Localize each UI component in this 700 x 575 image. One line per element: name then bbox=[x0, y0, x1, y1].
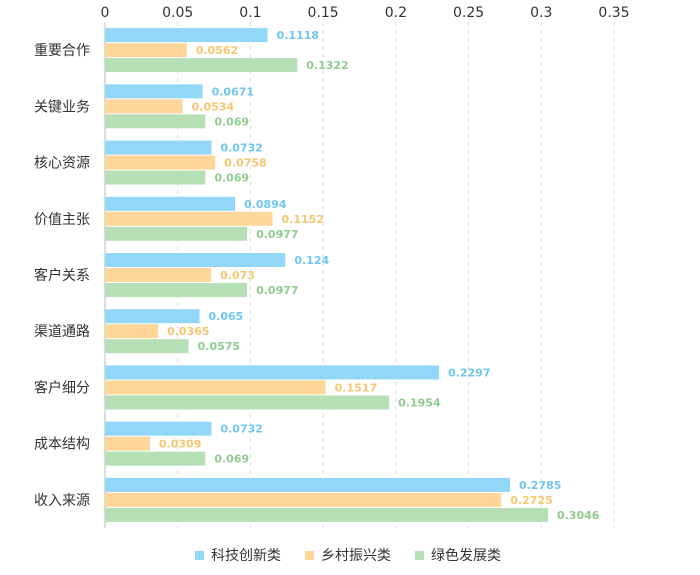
data-label: 0.0575 bbox=[198, 340, 240, 353]
data-label: 0.0732 bbox=[220, 423, 262, 436]
legend-swatch bbox=[305, 551, 314, 560]
data-label: 0.1517 bbox=[335, 381, 377, 394]
legend-item[interactable]: 科技创新类 bbox=[195, 548, 281, 564]
legend-label: 绿色发展类 bbox=[431, 547, 501, 564]
bar bbox=[105, 339, 189, 354]
bar bbox=[105, 309, 200, 324]
category-label: 重要合作 bbox=[34, 43, 90, 59]
legend-label: 乡村振兴类 bbox=[321, 548, 391, 564]
bar bbox=[105, 253, 286, 267]
category-label: 核心资源 bbox=[34, 156, 90, 172]
data-label: 0.0562 bbox=[196, 44, 238, 57]
bar bbox=[105, 211, 273, 226]
legend-item[interactable]: 乡村振兴类 bbox=[305, 548, 391, 564]
x-tick-label: 0.15 bbox=[308, 5, 339, 21]
bar bbox=[105, 196, 236, 211]
bar bbox=[105, 170, 206, 185]
category-label: 关键业务 bbox=[34, 99, 90, 115]
bar bbox=[105, 451, 206, 466]
bar bbox=[105, 436, 150, 451]
category-label: 渠道通路 bbox=[34, 324, 90, 340]
x-tick-label: 0.25 bbox=[453, 5, 484, 21]
data-label: 0.0977 bbox=[256, 228, 298, 241]
data-label: 0.0534 bbox=[192, 100, 235, 113]
data-label: 0.0732 bbox=[220, 142, 262, 155]
data-label: 0.069 bbox=[214, 453, 249, 466]
data-label: 0.0309 bbox=[159, 438, 201, 451]
data-label: 0.1322 bbox=[306, 59, 348, 72]
data-label: 0.065 bbox=[209, 310, 244, 323]
bar bbox=[105, 58, 298, 73]
bar bbox=[105, 283, 248, 297]
data-labels: 0.1118 0.0562 0.1322 0.0671 0.0534 0.069 0.073… bbox=[159, 29, 600, 522]
data-label: 0.1118 bbox=[277, 29, 319, 42]
x-tick-label: 0.2 bbox=[385, 5, 407, 21]
data-label: 0.3046 bbox=[557, 509, 600, 522]
data-label: 0.1954 bbox=[398, 396, 441, 409]
x-tick-label: 0.3 bbox=[530, 5, 552, 21]
data-label: 0.0894 bbox=[244, 198, 287, 211]
legend-item[interactable]: 绿色发展类 bbox=[415, 547, 501, 564]
bar bbox=[105, 421, 212, 436]
data-label: 0.0977 bbox=[256, 284, 298, 297]
bar bbox=[105, 140, 212, 155]
bar bbox=[105, 395, 390, 410]
category-label: 价值主张 bbox=[34, 212, 90, 228]
legend[interactable]: 科技创新类 乡村振兴类 绿色发展类 bbox=[195, 547, 501, 564]
data-label: 0.073 bbox=[220, 269, 255, 282]
bar bbox=[105, 99, 183, 114]
x-axis-ticks: 0 0.05 0.1 0.15 0.2 0.25 0.3 0.35 bbox=[101, 5, 630, 21]
data-label: 0.0365 bbox=[167, 325, 209, 338]
data-label: 0.2785 bbox=[519, 479, 561, 492]
x-tick-label: 0.1 bbox=[239, 5, 261, 21]
bar bbox=[105, 477, 511, 492]
data-label: 0.2725 bbox=[510, 494, 552, 507]
data-label: 0.0671 bbox=[212, 85, 254, 98]
data-label: 0.0758 bbox=[224, 157, 266, 170]
data-label: 0.1152 bbox=[282, 213, 324, 226]
data-label: 0.069 bbox=[214, 172, 249, 185]
bar bbox=[105, 507, 548, 522]
data-label: 0.2297 bbox=[448, 366, 490, 379]
bar bbox=[105, 324, 159, 339]
bar bbox=[105, 492, 502, 507]
category-label: 收入来源 bbox=[34, 493, 90, 509]
category-label: 成本结构 bbox=[34, 437, 90, 453]
bar bbox=[105, 226, 248, 241]
data-label: 0.124 bbox=[294, 254, 329, 267]
data-label: 0.069 bbox=[214, 115, 249, 128]
x-tick-label: 0.35 bbox=[598, 5, 629, 21]
bar bbox=[105, 365, 440, 380]
x-tick-label: 0 bbox=[101, 5, 110, 21]
legend-label: 科技创新类 bbox=[211, 548, 281, 564]
bar bbox=[105, 380, 326, 395]
category-label: 客户关系 bbox=[34, 267, 90, 284]
x-tick-label: 0.05 bbox=[162, 5, 193, 21]
bar bbox=[105, 43, 187, 58]
bar bbox=[105, 268, 212, 282]
bar bbox=[105, 84, 203, 99]
bar bbox=[105, 114, 206, 129]
legend-swatch bbox=[415, 551, 424, 560]
bar bbox=[105, 155, 216, 170]
category-label: 客户细分 bbox=[34, 379, 90, 396]
legend-swatch bbox=[195, 551, 204, 560]
bars bbox=[105, 28, 548, 522]
bar bbox=[105, 28, 268, 43]
